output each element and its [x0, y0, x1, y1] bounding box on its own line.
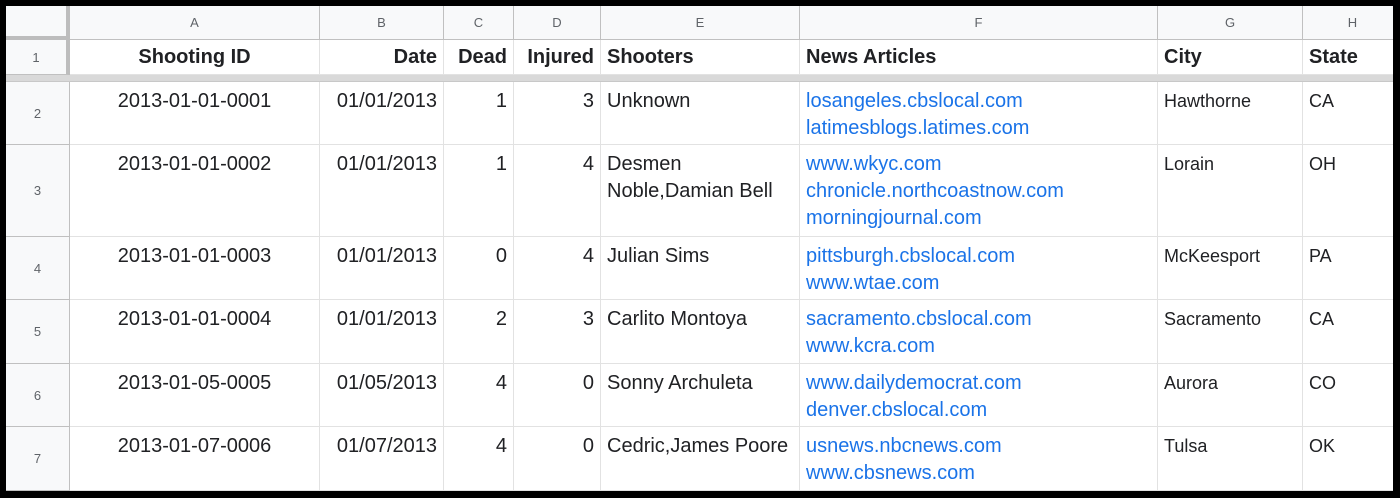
cell-city[interactable]: Aurora	[1158, 364, 1303, 427]
cell-shooting-id[interactable]: 2013-01-05-0005	[70, 364, 320, 427]
cell-news-articles[interactable]: losangeles.cbslocal.com latimesblogs.lat…	[800, 82, 1158, 145]
cell-date[interactable]: 01/07/2013	[320, 427, 444, 491]
cell-shooting-id[interactable]: 2013-01-07-0006	[70, 427, 320, 491]
cell-date[interactable]: 01/01/2013	[320, 145, 444, 237]
news-link[interactable]: usnews.nbcnews.com	[806, 435, 1002, 457]
cell-dead[interactable]: 1	[444, 145, 514, 237]
column-header-g[interactable]: G	[1158, 6, 1303, 40]
news-link[interactable]: sacramento.cbslocal.com	[806, 308, 1032, 330]
header-state[interactable]: State	[1303, 40, 1393, 75]
row-header-3[interactable]: 3	[6, 145, 70, 237]
header-injured[interactable]: Injured	[514, 40, 601, 75]
header-shooters[interactable]: Shooters	[601, 40, 800, 75]
column-header-c[interactable]: C	[444, 6, 514, 40]
cell-state[interactable]: PA	[1303, 237, 1393, 300]
cell-shooting-id[interactable]: 2013-01-01-0002	[70, 145, 320, 237]
cell-date[interactable]: 01/01/2013	[320, 300, 444, 364]
cell-news-articles[interactable]: usnews.nbcnews.com www.cbsnews.com	[800, 427, 1158, 491]
cell-shooters[interactable]: Cedric,James Poore	[601, 427, 800, 491]
cell-injured[interactable]: 4	[514, 145, 601, 237]
cell-shooting-id[interactable]: 2013-01-01-0001	[70, 82, 320, 145]
cell-dead[interactable]: 4	[444, 364, 514, 427]
cell-date[interactable]: 01/05/2013	[320, 364, 444, 427]
cell-news-articles[interactable]: pittsburgh.cbslocal.com www.wtae.com	[800, 237, 1158, 300]
cell-state[interactable]: CA	[1303, 82, 1393, 145]
header-dead[interactable]: Dead	[444, 40, 514, 75]
cell-date[interactable]: 01/01/2013	[320, 82, 444, 145]
cell-date[interactable]: 01/01/2013	[320, 237, 444, 300]
column-header-f[interactable]: F	[800, 6, 1158, 40]
spreadsheet-grid: A B C D E F G H 1 Shooting ID Date Dead …	[6, 6, 1393, 491]
cell-state[interactable]: CO	[1303, 364, 1393, 427]
cell-dead[interactable]: 0	[444, 237, 514, 300]
cell-state[interactable]: CA	[1303, 300, 1393, 364]
news-link[interactable]: pittsburgh.cbslocal.com	[806, 245, 1015, 267]
news-link[interactable]: losangeles.cbslocal.com	[806, 90, 1023, 112]
cell-city[interactable]: Sacramento	[1158, 300, 1303, 364]
spreadsheet-window: A B C D E F G H 1 Shooting ID Date Dead …	[6, 6, 1393, 491]
cell-shooters[interactable]: Unknown	[601, 82, 800, 145]
cell-dead[interactable]: 4	[444, 427, 514, 491]
header-news-articles[interactable]: News Articles	[800, 40, 1158, 75]
cell-dead[interactable]: 1	[444, 82, 514, 145]
cell-injured[interactable]: 0	[514, 364, 601, 427]
select-all-corner[interactable]	[6, 6, 70, 40]
cell-city[interactable]: Lorain	[1158, 145, 1303, 237]
column-header-b[interactable]: B	[320, 6, 444, 40]
column-header-d[interactable]: D	[514, 6, 601, 40]
header-shooting-id[interactable]: Shooting ID	[70, 40, 320, 75]
header-city[interactable]: City	[1158, 40, 1303, 75]
row-header-4[interactable]: 4	[6, 237, 70, 300]
cell-shooting-id[interactable]: 2013-01-01-0004	[70, 300, 320, 364]
news-link[interactable]: latimesblogs.latimes.com	[806, 117, 1030, 139]
cell-city[interactable]: Hawthorne	[1158, 82, 1303, 145]
news-link[interactable]: www.dailydemocrat.com	[806, 372, 1022, 394]
cell-state[interactable]: OH	[1303, 145, 1393, 237]
cell-state[interactable]: OK	[1303, 427, 1393, 491]
cell-city[interactable]: McKeesport	[1158, 237, 1303, 300]
column-header-e[interactable]: E	[601, 6, 800, 40]
cell-injured[interactable]: 3	[514, 82, 601, 145]
cell-shooters[interactable]: Julian Sims	[601, 237, 800, 300]
cell-shooters[interactable]: Desmen Noble,Damian Bell	[601, 145, 800, 237]
cell-injured[interactable]: 4	[514, 237, 601, 300]
cell-city[interactable]: Tulsa	[1158, 427, 1303, 491]
cell-shooting-id[interactable]: 2013-01-01-0003	[70, 237, 320, 300]
news-link[interactable]: chronicle.northcoastnow.com	[806, 180, 1064, 202]
header-date[interactable]: Date	[320, 40, 444, 75]
news-link[interactable]: www.kcra.com	[806, 335, 935, 357]
cell-news-articles[interactable]: www.wkyc.com chronicle.northcoastnow.com…	[800, 145, 1158, 237]
cell-injured[interactable]: 3	[514, 300, 601, 364]
cell-injured[interactable]: 0	[514, 427, 601, 491]
cell-dead[interactable]: 2	[444, 300, 514, 364]
row-header-2[interactable]: 2	[6, 82, 70, 145]
news-link[interactable]: morningjournal.com	[806, 207, 982, 229]
row-header-5[interactable]: 5	[6, 300, 70, 364]
row-header-1[interactable]: 1	[6, 40, 70, 75]
news-link[interactable]: www.cbsnews.com	[806, 462, 975, 484]
cell-news-articles[interactable]: sacramento.cbslocal.com www.kcra.com	[800, 300, 1158, 364]
cell-shooters[interactable]: Carlito Montoya	[601, 300, 800, 364]
news-link[interactable]: www.wkyc.com	[806, 153, 942, 175]
news-link[interactable]: denver.cbslocal.com	[806, 399, 988, 421]
news-link[interactable]: www.wtae.com	[806, 272, 940, 294]
cell-shooters[interactable]: Sonny Archuleta	[601, 364, 800, 427]
column-header-a[interactable]: A	[70, 6, 320, 40]
frozen-row-divider[interactable]	[6, 75, 1393, 82]
row-header-7[interactable]: 7	[6, 427, 70, 491]
cell-news-articles[interactable]: www.dailydemocrat.com denver.cbslocal.co…	[800, 364, 1158, 427]
row-header-6[interactable]: 6	[6, 364, 70, 427]
column-header-h[interactable]: H	[1303, 6, 1393, 40]
